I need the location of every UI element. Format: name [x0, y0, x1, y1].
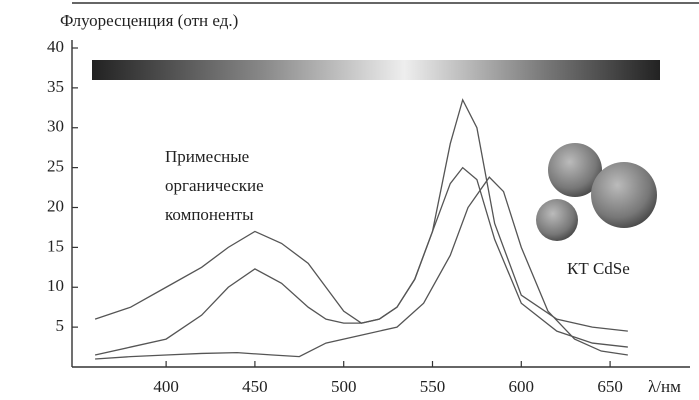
y-tick-label: 10 — [47, 276, 64, 295]
annotation: Примесные — [165, 147, 249, 166]
x-tick-label: 400 — [153, 377, 179, 396]
x-tick-label: 500 — [331, 377, 357, 396]
qd-sphere — [536, 199, 578, 241]
x-tick-label: 450 — [242, 377, 268, 396]
y-tick-label: 20 — [47, 196, 64, 215]
spectrum-line — [95, 168, 628, 355]
y-tick-label: 35 — [47, 77, 64, 96]
qd-sphere — [591, 162, 657, 228]
y-tick-label: 5 — [56, 316, 65, 335]
x-tick-label: 550 — [420, 377, 446, 396]
chart-title: Флуоресценция (отн ед.) — [60, 11, 238, 30]
x-tick-label: 600 — [509, 377, 535, 396]
y-tick-label: 40 — [47, 37, 64, 56]
annotation: органические — [165, 176, 264, 195]
chart: Флуоресценция (отн ед.) Примесные органи… — [0, 0, 699, 400]
y-tick-label: 30 — [47, 117, 64, 136]
x-axis-label: λ/нм — [648, 377, 681, 396]
spectrum-bar — [92, 60, 660, 80]
annotation: КТ CdSe — [567, 259, 630, 278]
y-tick-label: 25 — [47, 157, 64, 176]
x-tick-label: 650 — [597, 377, 623, 396]
annotation: компоненты — [165, 205, 254, 224]
y-tick-label: 15 — [47, 236, 64, 255]
